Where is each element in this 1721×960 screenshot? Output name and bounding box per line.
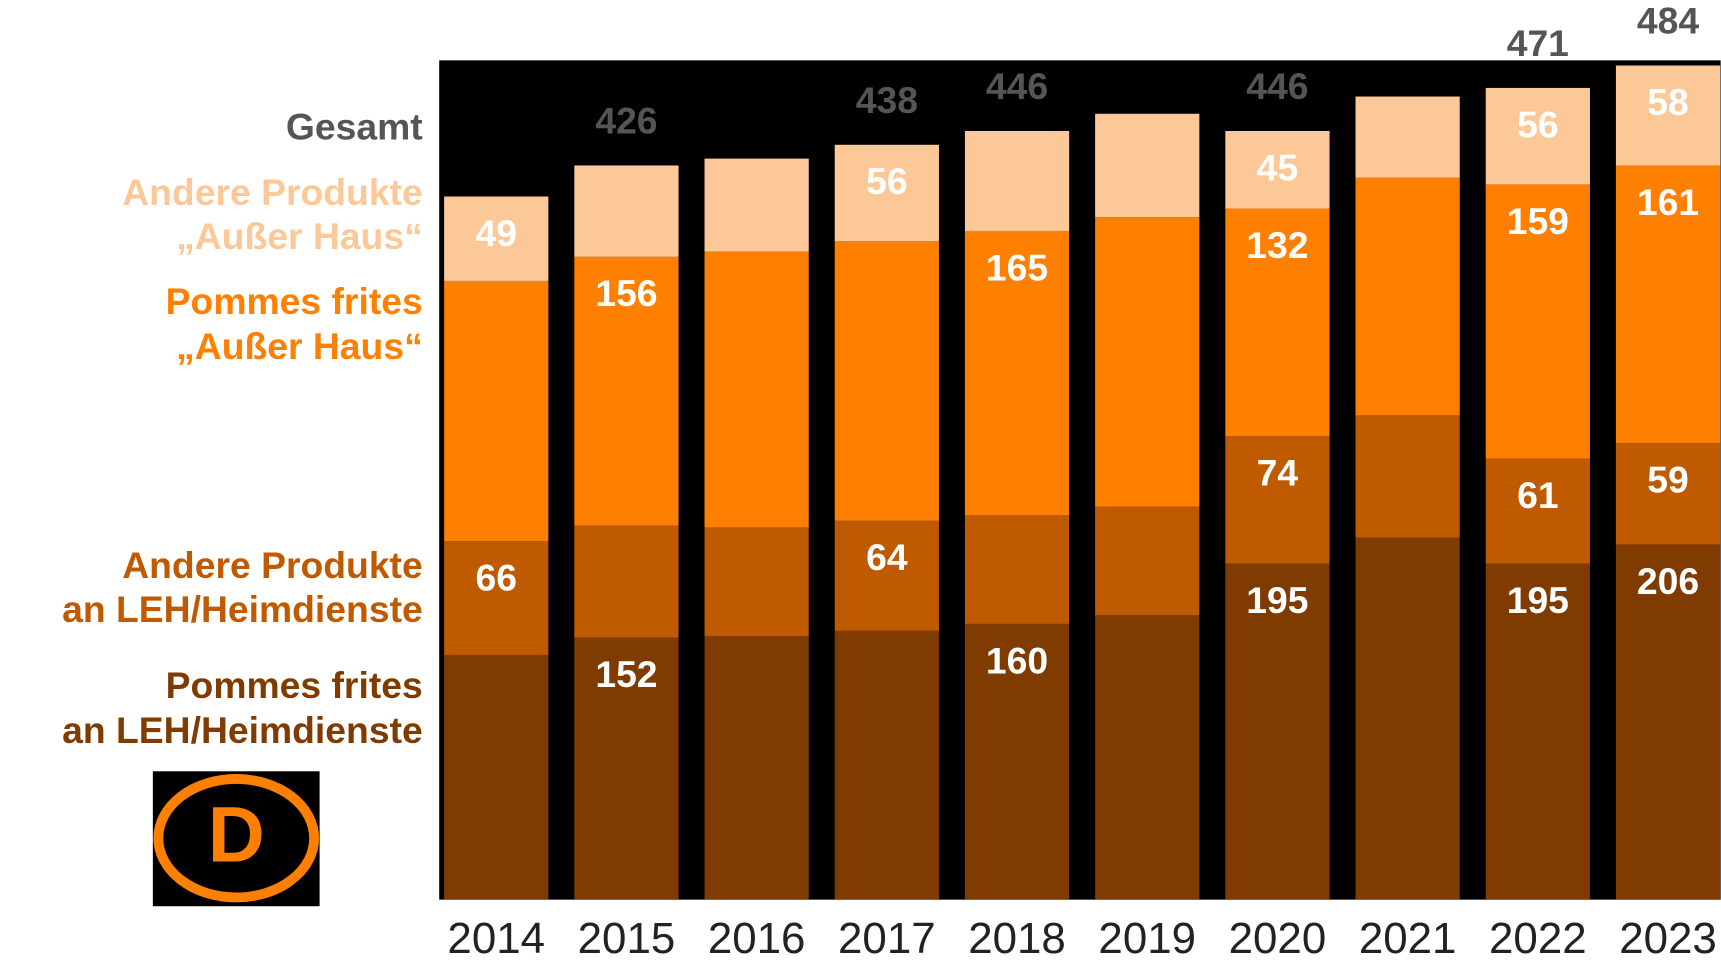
- bar-segment: [704, 251, 809, 528]
- bar-segment: [444, 196, 549, 281]
- bar-segment: [444, 654, 549, 900]
- bar-segment: [574, 165, 679, 257]
- bar-segment: [834, 241, 939, 521]
- value-label: 64: [866, 536, 908, 578]
- bar-segment: [444, 541, 549, 655]
- bar-segment: [1615, 442, 1721, 545]
- value-label: 58: [1647, 81, 1689, 123]
- legend-label: an LEH/Heimdienste: [62, 709, 423, 751]
- bar-segment: [574, 256, 679, 526]
- value-label: 152: [595, 653, 657, 695]
- value-label: 59: [1647, 458, 1689, 500]
- bar-segment: [964, 623, 1070, 900]
- value-label: 165: [986, 246, 1048, 288]
- value-label: 160: [986, 639, 1048, 681]
- x-tick-label: 2016: [708, 914, 806, 960]
- legend-label: „Außer Haus“: [176, 215, 423, 257]
- legend-label: an LEH/Heimdienste: [62, 588, 423, 630]
- bar-segment: [704, 635, 809, 900]
- x-tick-label: 2021: [1359, 914, 1457, 960]
- value-label: 45: [1257, 146, 1299, 188]
- bar-segment: [834, 520, 939, 631]
- value-label: 61: [1517, 474, 1559, 516]
- bar-segment: [1485, 87, 1590, 185]
- x-tick-label: 2015: [578, 914, 676, 960]
- bar-segment: [1225, 563, 1330, 900]
- bar-segment: [1095, 113, 1200, 218]
- bar-segment: [1615, 544, 1721, 900]
- x-tick-label: 2020: [1229, 914, 1327, 960]
- total-label: 484: [1637, 0, 1699, 42]
- logo: D: [152, 771, 320, 907]
- total-label: 471: [1507, 22, 1569, 64]
- total-label: 426: [595, 100, 657, 142]
- bar-segment: [1615, 165, 1721, 443]
- value-label: 74: [1257, 451, 1299, 493]
- legend-label: Pommes frites: [166, 664, 423, 706]
- bar-segment: [1225, 131, 1330, 209]
- value-label: 66: [475, 557, 517, 599]
- bar-segment: [1225, 436, 1330, 564]
- value-label: 56: [866, 160, 907, 202]
- value-label: 195: [1507, 579, 1569, 621]
- value-label: 156: [595, 272, 657, 314]
- total-label: 446: [986, 65, 1048, 107]
- legend-label: Andere Produkte: [122, 544, 423, 586]
- total-label: 446: [1246, 65, 1308, 107]
- bar-segment: [964, 230, 1070, 516]
- bar-segment: [444, 280, 549, 542]
- bar-segment: [1485, 563, 1590, 900]
- bar-segment: [574, 525, 679, 638]
- bar-segment: [704, 527, 809, 636]
- x-tick-label: 2022: [1489, 914, 1587, 960]
- x-tick-label: 2019: [1098, 914, 1196, 960]
- bar-segment: [1355, 537, 1460, 900]
- legend-label: Pommes frites: [166, 280, 423, 322]
- bar-segment: [574, 637, 679, 900]
- value-label: 195: [1246, 579, 1308, 621]
- value-label: 132: [1246, 224, 1308, 266]
- logo-ring: [153, 774, 320, 903]
- bar-segment: [1095, 615, 1200, 900]
- x-tick-label: 2018: [968, 914, 1066, 960]
- bar-segment: [834, 144, 939, 242]
- legend-total: Gesamt: [286, 105, 423, 147]
- logo-letter: D: [208, 789, 265, 878]
- value-label: 49: [475, 212, 517, 254]
- x-tick-label: 2017: [838, 914, 936, 960]
- bar-segment: [1095, 217, 1200, 507]
- bar-segment: [1485, 184, 1590, 459]
- bar-segment: [834, 630, 939, 900]
- legend-label: Andere Produkte: [122, 171, 423, 213]
- legend-label: „Außer Haus“: [176, 325, 423, 367]
- total-label: 438: [856, 79, 918, 121]
- value-label: 159: [1507, 200, 1569, 242]
- bar-segment: [1355, 177, 1460, 416]
- bar-segment: [1355, 415, 1460, 538]
- x-tick-label: 2014: [447, 914, 545, 960]
- bar-segment: [1095, 506, 1200, 616]
- x-tick-label: 2023: [1619, 914, 1717, 960]
- value-label: 56: [1517, 103, 1559, 145]
- bar-segment: [1355, 96, 1460, 178]
- bar-segment: [964, 515, 1070, 624]
- bar-segment: [1615, 65, 1721, 166]
- bar-segment: [1225, 208, 1330, 437]
- bar-segment: [704, 158, 809, 252]
- bar-segment: [1485, 458, 1590, 564]
- value-label: 161: [1637, 181, 1699, 223]
- bar-segment: [964, 131, 1070, 231]
- value-label: 206: [1637, 560, 1699, 602]
